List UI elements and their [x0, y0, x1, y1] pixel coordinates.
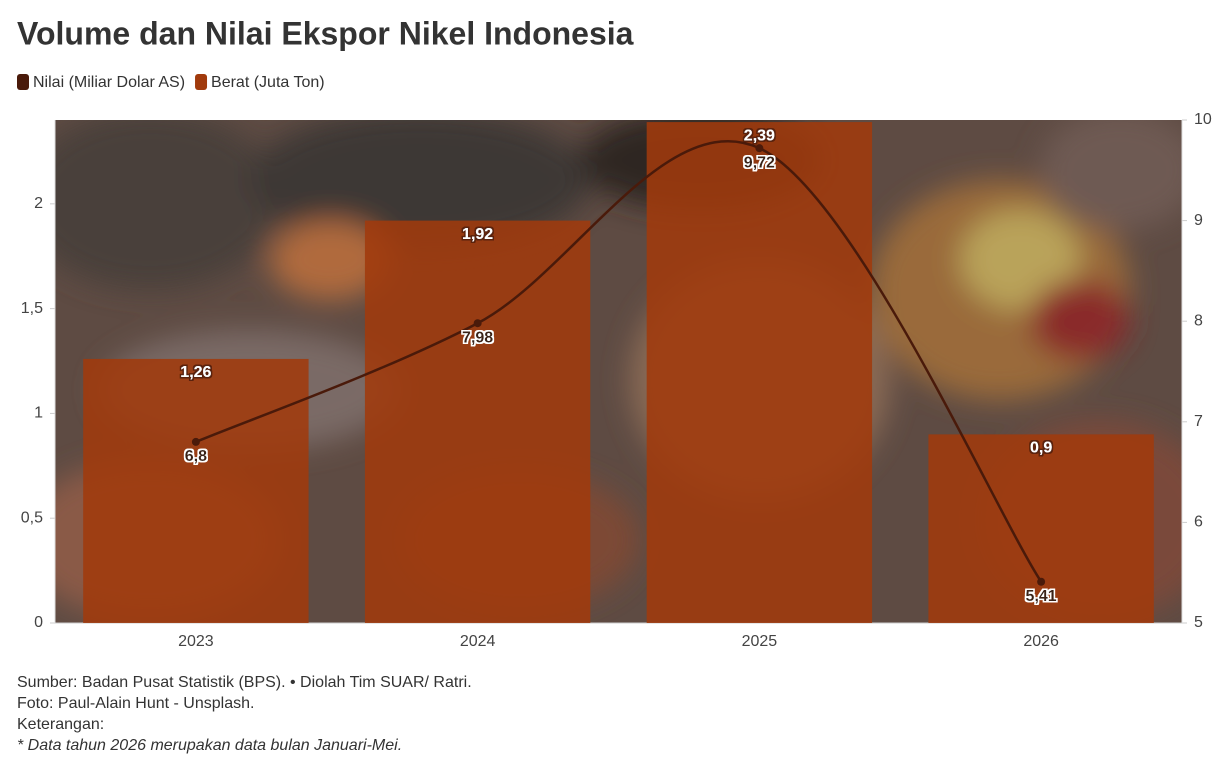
y-tick-label: 2: [34, 195, 43, 212]
line: [195, 140, 1043, 583]
y2-tick-label: 9: [1194, 212, 1203, 229]
y-tick-label: 1,5: [21, 300, 43, 317]
y-tick-label: 0,5: [21, 509, 43, 526]
note: Keterangan:: [17, 716, 104, 733]
bar-value-label: 1,92: [462, 226, 493, 243]
y2-tick-label: 8: [1194, 312, 1203, 329]
y-tick-label: 0: [34, 614, 43, 631]
bar: [364, 220, 591, 623]
bar: [646, 122, 873, 624]
y-tick-label: 1: [34, 405, 43, 422]
line-point: [473, 319, 482, 328]
legend-label: Berat (Juta Ton): [211, 74, 325, 91]
bar: [928, 434, 1154, 623]
bar-value-label: 1,26: [180, 364, 211, 381]
line-point: [191, 437, 200, 446]
y2-tick-label: 10: [1194, 111, 1212, 128]
y2-tick-label: 7: [1194, 413, 1203, 430]
note: * Data tahun 2026 merupakan data bulan J…: [17, 737, 402, 754]
chart-title: Volume dan Nilai Ekspor Nikel Indonesia: [17, 15, 634, 51]
line-value-label: 6,8: [185, 448, 207, 465]
x-tick-label: 2024: [460, 633, 496, 650]
note: Foto: Paul-Alain Hunt - Unsplash.: [17, 695, 254, 712]
note: Sumber: Badan Pusat Statistik (BPS). • D…: [17, 674, 472, 691]
y2-tick-label: 6: [1194, 514, 1203, 531]
legend-swatch: [195, 74, 208, 90]
line-value-label: 9,72: [744, 154, 775, 171]
line-value-label: 5,41: [1026, 588, 1057, 605]
bar: [83, 358, 309, 623]
x-tick-label: 2023: [178, 633, 214, 650]
line-value-label: 7,98: [462, 329, 493, 346]
line-point: [1037, 577, 1046, 586]
x-tick-label: 2025: [742, 633, 778, 650]
bar-value-label: 0,9: [1030, 440, 1052, 457]
legend-label: Nilai (Miliar Dolar AS): [33, 74, 185, 91]
x-tick-label: 2026: [1023, 633, 1059, 650]
bar-value-label: 2,39: [744, 127, 775, 144]
line-point: [755, 144, 764, 153]
y2-tick-label: 5: [1194, 614, 1203, 631]
legend-swatch: [17, 74, 29, 90]
